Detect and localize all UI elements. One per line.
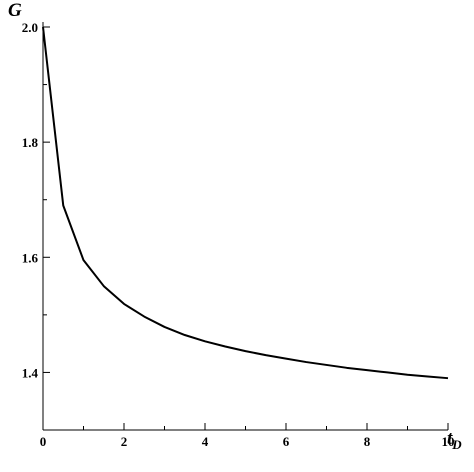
x-axis-label-subscript: D	[451, 437, 462, 452]
series-layer	[42, 26, 449, 380]
x-axis-label: tD	[447, 428, 462, 452]
y-tick-label: 1.4	[22, 365, 39, 380]
axis-ticks	[42, 26, 449, 431]
x-tick-label: 0	[40, 434, 47, 449]
x-tick-label: 10	[442, 434, 455, 449]
axis-tick-labels: 0 2 4 6 8 10 1.4 1.6 1.8 2.0	[22, 20, 455, 449]
plot-axes	[42, 22, 448, 431]
y-axis-label: G	[8, 0, 22, 21]
x-tick-label: 8	[364, 434, 371, 449]
y-tick-label: 1.8	[22, 135, 39, 150]
x-axis-label-main: t	[447, 428, 453, 449]
x-tick-label: 2	[121, 434, 128, 449]
x-tick-label: 4	[202, 434, 209, 449]
x-tick-label: 6	[283, 434, 290, 449]
y-tick-label: 2.0	[22, 20, 38, 35]
series-line	[42, 26, 449, 380]
y-tick-label: 1.6	[22, 250, 39, 265]
